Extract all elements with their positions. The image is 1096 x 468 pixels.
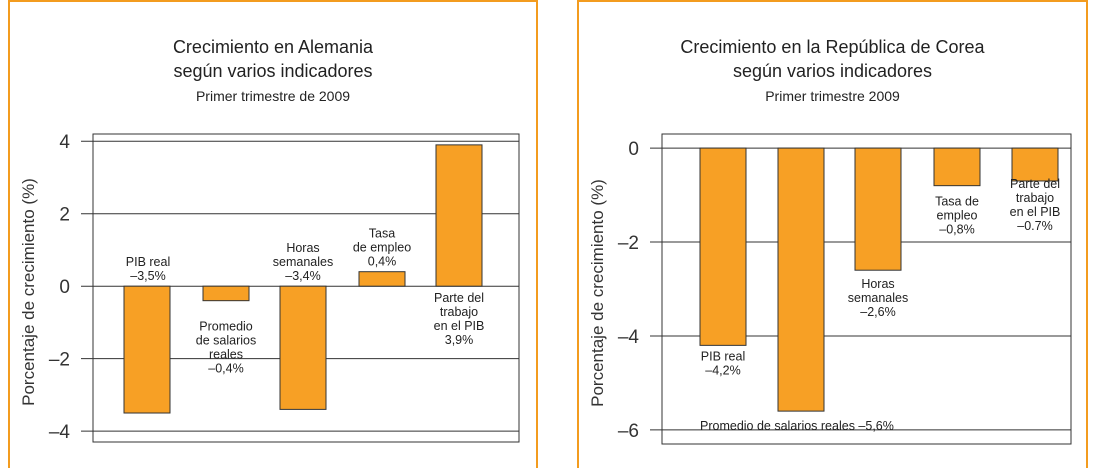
chart-subtitle: Primer trimestre 2009	[765, 88, 900, 104]
y-tick-label: –2	[618, 233, 639, 254]
chart-germany: 4 2 0 –2 –4 Porcentaje de crecimiento (%) PIB …	[19, 132, 520, 443]
bar	[699, 147, 747, 346]
bar	[202, 285, 250, 302]
chart-title-line2: según varios indicadores	[173, 61, 373, 81]
y-tick-label: 4	[59, 132, 70, 153]
data-label: Tasa de empleo –0,8%	[935, 195, 979, 237]
data-label: Parte del trabajo en el PIB –0.7%	[1010, 177, 1061, 233]
data-label: Promedio de salarios reales –5,6%	[700, 419, 894, 433]
chart-title-line1: Crecimiento en Alemania	[172, 37, 374, 57]
bar	[279, 285, 327, 410]
data-label: Horas semanales –2,6%	[848, 277, 908, 319]
y-tick-label: 0	[628, 139, 639, 160]
chart-subtitle: Primer trimestre de 2009	[195, 88, 351, 104]
data-label: Promedio de salarios reales –0,4%	[196, 320, 256, 376]
chart-title-line1: Crecimiento en la República de Corea	[680, 37, 985, 57]
bar	[1011, 147, 1059, 182]
bar	[435, 144, 483, 287]
y-axis-label: Porcentaje de crecimiento (%)	[19, 178, 38, 406]
data-label: Horas semanales –3,4%	[273, 241, 333, 283]
bar	[933, 147, 981, 187]
y-tick-label: 2	[59, 205, 70, 226]
data-label: PIB real –3,5%	[126, 255, 170, 283]
y-tick-label: –4	[49, 422, 71, 443]
bar	[777, 147, 825, 412]
data-label: Tasa de empleo 0,4%	[353, 227, 411, 269]
bar	[358, 271, 406, 287]
plot-frame	[92, 133, 520, 443]
data-label: PIB real –4,2%	[701, 349, 745, 377]
y-tick-label: –6	[618, 421, 639, 442]
y-axis-label: Porcentaje de crecimiento (%)	[588, 179, 607, 407]
data-label: Parte del trabajo en el PIB 3,9%	[434, 291, 485, 347]
chart-title-line2: según varios indicadores	[732, 61, 933, 81]
plot-frame	[661, 133, 1072, 445]
y-tick-label: 0	[59, 277, 70, 298]
chart-panel-germany: Crecimiento en Alemania según varios ind…	[8, 0, 538, 468]
bar	[854, 147, 902, 271]
bar	[123, 285, 171, 414]
chart-korea: 0 –2 –4 –6 Porcentaje de crecimiento (%) PIB …	[588, 133, 1072, 445]
y-tick-label: –4	[618, 327, 640, 348]
y-tick-label: –2	[49, 350, 70, 371]
chart-panel-korea: Crecimiento en la República de Corea seg…	[577, 0, 1088, 468]
